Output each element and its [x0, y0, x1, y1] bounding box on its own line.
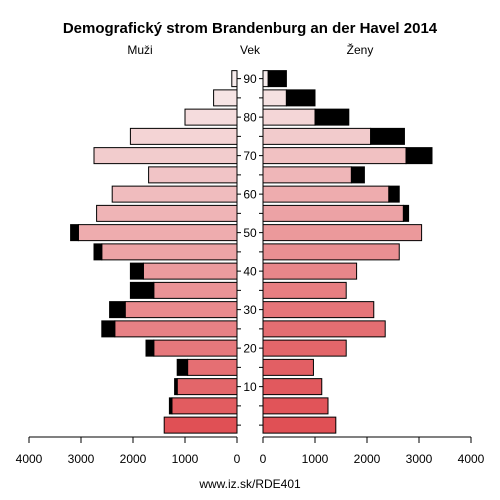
age-tick-label: 50: [243, 226, 257, 240]
female-bar-age-55: [262, 204, 404, 222]
male-bar-age-25: [114, 320, 238, 338]
chart-title: Demografický strom Brandenburg an der Ha…: [63, 20, 438, 37]
center-header-label: Vek: [240, 43, 261, 57]
male-excess-bar-age-15: [176, 358, 189, 376]
female-excess-bar-age-80: [314, 108, 350, 126]
female-excess-bar-age-85: [285, 89, 316, 107]
male-bar-age-65: [148, 166, 238, 184]
male-axis-tick-label: 3000: [68, 452, 95, 466]
male-x-axis: 4000 3000 2000 1000 0: [16, 436, 241, 466]
male-bar-age-5: [171, 397, 238, 415]
age-tick-label: 40: [243, 265, 257, 279]
female-excess-bar-age-55: [402, 204, 410, 222]
age-tick-label: 70: [243, 149, 257, 163]
footer-source-link[interactable]: www.iz.sk/RDE401: [198, 477, 301, 491]
male-axis-tick-label: 1000: [172, 452, 199, 466]
female-bar-age-35: [262, 281, 347, 299]
female-bar-age-0: [262, 416, 337, 434]
female-excess-bar-age-60: [388, 185, 400, 203]
male-bar-age-35: [153, 281, 238, 299]
male-bar-age-0: [163, 416, 238, 434]
age-tick-label: 10: [243, 380, 257, 394]
female-excess-bar-age-90: [267, 70, 287, 88]
male-excess-bar-age-30: [109, 301, 126, 319]
male-excess-bar-age-10: [174, 378, 178, 396]
age-tick-label: 60: [243, 188, 257, 202]
male-bar-age-75: [129, 127, 238, 145]
male-excess-bar-age-35: [129, 281, 155, 299]
male-bar-age-55: [96, 204, 238, 222]
male-bar-age-60: [111, 185, 238, 203]
male-bar-age-70: [93, 147, 238, 165]
female-axis-tick-label: 3000: [406, 452, 433, 466]
male-bar-age-85: [213, 89, 238, 107]
female-x-axis: 0 1000 2000 3000 4000: [260, 436, 485, 466]
female-bar-age-65: [262, 166, 352, 184]
age-tick-label: 90: [243, 72, 257, 86]
male-bar-age-15: [187, 358, 238, 376]
female-bar-age-15: [262, 358, 314, 376]
male-bar-age-50: [77, 224, 238, 242]
female-bar-age-5: [262, 397, 329, 415]
female-bar-age-75: [262, 127, 372, 145]
male-bar-age-10: [176, 378, 238, 396]
female-bar-age-40: [262, 262, 358, 280]
female-bars: [262, 70, 433, 434]
female-excess-bar-age-75: [370, 127, 405, 145]
female-bar-age-30: [262, 301, 375, 319]
female-bar-age-20: [262, 339, 347, 357]
female-excess-bar-age-65: [350, 166, 365, 184]
left-header-label: Muži: [127, 43, 152, 57]
male-bar-age-30: [124, 301, 238, 319]
male-axis-tick-label: 0: [234, 452, 241, 466]
female-bar-age-25: [262, 320, 386, 338]
female-bar-age-50: [262, 224, 423, 242]
male-bar-age-80: [184, 108, 238, 126]
female-bar-age-60: [262, 185, 390, 203]
male-excess-bar-age-45: [93, 243, 103, 261]
male-bar-age-90: [231, 70, 238, 88]
female-bar-age-10: [262, 378, 323, 396]
right-header-label: Ženy: [347, 42, 374, 57]
male-bar-age-40: [142, 262, 238, 280]
age-tick-label: 20: [243, 342, 257, 356]
age-tick-label: 30: [243, 303, 257, 317]
female-axis-tick-label: 2000: [354, 452, 381, 466]
male-excess-bar-age-50: [70, 224, 79, 242]
female-bar-age-85: [262, 89, 287, 107]
male-bar-age-20: [153, 339, 238, 357]
male-axis-tick-label: 2000: [120, 452, 147, 466]
female-bar-age-80: [262, 108, 316, 126]
male-excess-bar-age-25: [101, 320, 116, 338]
female-axis-tick-label: 1000: [302, 452, 329, 466]
male-excess-bar-age-20: [145, 339, 155, 357]
age-tick-label: 80: [243, 111, 257, 125]
female-bar-age-70: [262, 147, 407, 165]
male-bar-age-45: [101, 243, 238, 261]
male-axis-tick-label: 4000: [16, 452, 43, 466]
female-excess-bar-age-70: [405, 147, 433, 165]
age-axis: 10 20 30 40 50 60 70 80 90: [236, 72, 264, 426]
female-axis-tick-label: 4000: [458, 452, 485, 466]
male-excess-bar-age-40: [129, 262, 144, 280]
female-axis-tick-label: 0: [260, 452, 267, 466]
male-bars: [70, 70, 238, 434]
female-bar-age-90: [262, 70, 269, 88]
female-bar-age-45: [262, 243, 400, 261]
male-excess-bar-age-5: [168, 397, 173, 415]
